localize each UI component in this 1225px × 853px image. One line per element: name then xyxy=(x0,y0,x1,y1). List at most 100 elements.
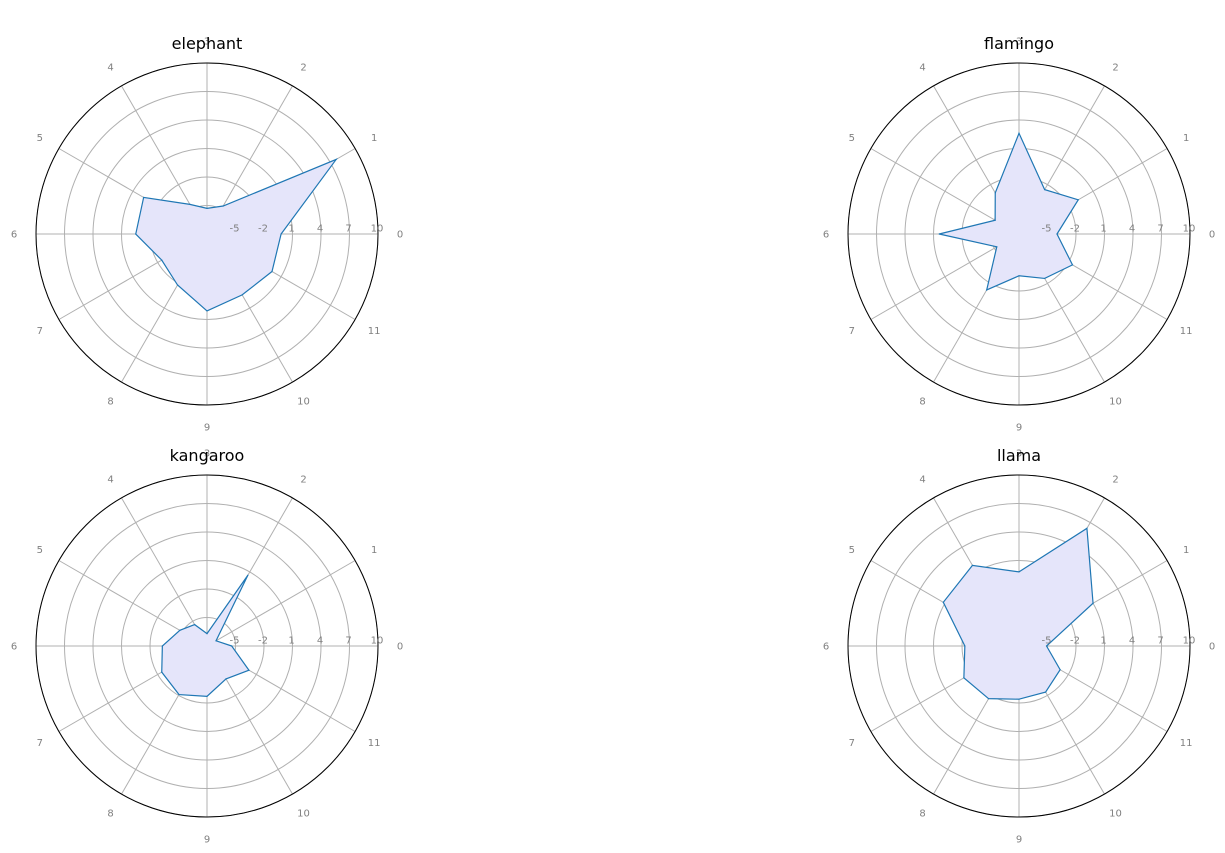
chart-title: flamingo xyxy=(984,34,1054,53)
radial-tick-label: 10 xyxy=(371,636,384,647)
chart-title: llama xyxy=(997,446,1041,465)
angle-tick-label: 1 xyxy=(371,133,377,144)
data-point xyxy=(971,564,974,566)
angle-tick-label: 0 xyxy=(397,642,403,653)
grid-spoke xyxy=(870,233,1020,320)
angle-tick-label: 0 xyxy=(1209,230,1215,241)
data-point xyxy=(1018,275,1020,277)
angle-tick-label: 11 xyxy=(368,738,381,749)
data-point xyxy=(1071,264,1074,266)
radial-tick-label: -5 xyxy=(230,224,240,235)
data-point xyxy=(942,601,944,603)
angle-tick-label: 9 xyxy=(204,423,210,434)
data-point xyxy=(206,695,208,697)
data-point xyxy=(938,233,940,235)
data-point xyxy=(994,192,996,194)
outer-frame xyxy=(35,474,379,818)
angle-tick-label: 3 xyxy=(204,37,210,48)
grid-spoke xyxy=(121,497,208,647)
angle-tick-label: 2 xyxy=(1112,474,1118,485)
data-point xyxy=(248,669,250,671)
angle-tick-label: 11 xyxy=(1180,738,1193,749)
data-point xyxy=(176,284,179,286)
angle-tick-label: 0 xyxy=(1209,642,1215,653)
angle-tick-label: 6 xyxy=(823,230,829,241)
angle-tick-label: 5 xyxy=(849,545,855,556)
radial-tick-label: 10 xyxy=(1183,636,1196,647)
angle-tick-label: 7 xyxy=(37,738,43,749)
angle-tick-label: 6 xyxy=(11,642,17,653)
angle-tick-label: 10 xyxy=(1109,809,1122,820)
angle-tick-label: 10 xyxy=(297,397,310,408)
data-point xyxy=(143,196,145,199)
angle-tick-label: 0 xyxy=(397,230,403,241)
outer-frame xyxy=(35,62,379,406)
data-point xyxy=(222,205,224,207)
angle-tick-label: 4 xyxy=(107,62,113,73)
data-point xyxy=(225,678,227,680)
radial-tick-label: -2 xyxy=(258,224,268,235)
data-point xyxy=(247,574,249,576)
radial-tick-label: 1 xyxy=(288,224,294,235)
radial-tick-label: 1 xyxy=(1100,636,1106,647)
data-point xyxy=(271,270,273,273)
radial-tick-label: 4 xyxy=(317,224,323,235)
angle-tick-label: 5 xyxy=(37,133,43,144)
angle-tick-label: 1 xyxy=(1183,133,1189,144)
angle-tick-label: 9 xyxy=(1016,835,1022,846)
chart-title: elephant xyxy=(172,34,243,53)
angle-tick-label: 8 xyxy=(107,397,113,408)
data-point xyxy=(206,633,208,635)
angle-tick-label: 4 xyxy=(919,62,925,73)
data-point xyxy=(161,259,163,261)
data-series-area xyxy=(939,131,1080,291)
radial-tick-label: 7 xyxy=(1157,224,1163,235)
radial-tick-label: -2 xyxy=(258,636,268,647)
angle-tick-label: 6 xyxy=(823,642,829,653)
data-point xyxy=(241,294,243,296)
data-point xyxy=(994,219,996,221)
data-point xyxy=(335,158,337,161)
data-point xyxy=(206,310,208,312)
radial-tick-label: -5 xyxy=(230,636,240,647)
data-point xyxy=(1056,233,1058,235)
radar-chart-3: 0 1 2 3 4 5 6 7 8 9 10 11 -5 -2 1 4 7 10 llama xyxy=(823,446,1215,846)
angle-tick-label: 2 xyxy=(300,474,306,485)
angle-tick-label: 8 xyxy=(919,397,925,408)
data-point xyxy=(1077,199,1079,201)
data-point xyxy=(178,693,180,696)
data-point xyxy=(161,671,163,673)
radial-tick-label: -5 xyxy=(1042,224,1052,235)
radial-tick-label: -2 xyxy=(1070,636,1080,647)
data-point xyxy=(1018,132,1020,134)
data-point xyxy=(194,624,196,626)
angle-tick-label: 10 xyxy=(297,809,310,820)
radial-tick-label: 4 xyxy=(1129,224,1135,235)
data-point xyxy=(1086,527,1088,529)
radial-tick-label: 10 xyxy=(1183,224,1196,235)
data-point xyxy=(963,677,965,679)
radial-tick-label: 1 xyxy=(1100,224,1106,235)
angle-tick-label: 9 xyxy=(1016,423,1022,434)
angle-tick-label: 4 xyxy=(919,474,925,485)
radar-chart-1: 0 1 2 3 4 5 6 7 8 9 10 11 -5 -2 1 4 7 10 flamingo xyxy=(823,34,1215,434)
data-point xyxy=(1018,698,1020,700)
data-point xyxy=(1045,645,1048,647)
radial-tick-label: 10 xyxy=(371,224,384,235)
outer-frame xyxy=(847,62,1191,406)
angle-tick-label: 11 xyxy=(1180,326,1193,337)
data-point xyxy=(1044,277,1046,280)
angle-tick-label: 6 xyxy=(11,230,17,241)
data-point xyxy=(986,289,988,291)
radar-chart-0: 0 1 2 3 4 5 6 7 8 9 10 11 -5 -2 1 4 7 10 elephant xyxy=(11,34,403,434)
data-point xyxy=(280,233,282,235)
radial-tick-label: 4 xyxy=(317,636,323,647)
data-point xyxy=(206,207,208,209)
angle-tick-label: 7 xyxy=(849,738,855,749)
grid-spoke xyxy=(870,148,1020,235)
angle-tick-label: 10 xyxy=(1109,397,1122,408)
angle-tick-label: 8 xyxy=(107,809,113,820)
radial-tick-label: -2 xyxy=(1070,224,1080,235)
data-point xyxy=(1092,602,1094,604)
